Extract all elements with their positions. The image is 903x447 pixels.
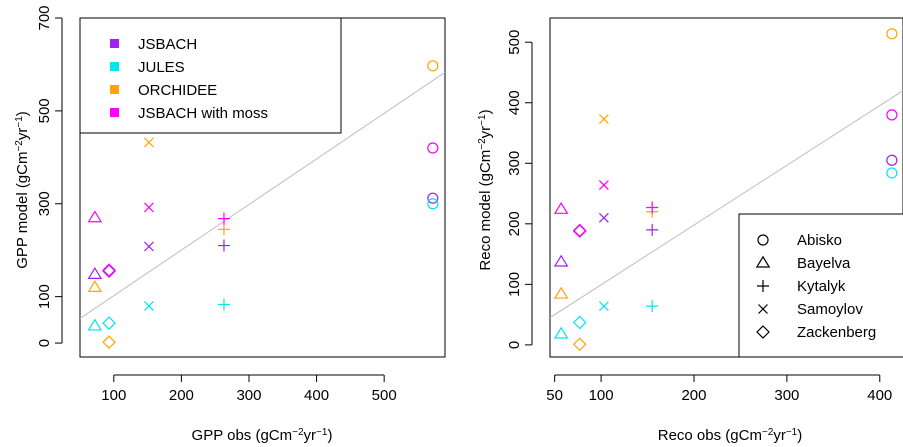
reco-y-tick-label: 400: [506, 90, 523, 115]
reco-point-bayelva: [553, 326, 569, 339]
reco-legend-label: Abisko: [797, 232, 842, 249]
reco-x-tick-label: 400: [867, 387, 892, 404]
reco-y-tick-label: 500: [506, 30, 523, 55]
reco-point-abisko: [886, 154, 898, 166]
gpp-legend-swatch: [110, 39, 119, 48]
gpp-y-tick-label: 500: [36, 98, 53, 123]
reco-point-samoylov: [598, 301, 609, 312]
gpp-legend-swatch: [110, 85, 119, 94]
gpp-y-tick-label: 700: [36, 5, 53, 30]
gpp-point-samoylov: [144, 137, 154, 148]
reco-legend-marker-abisko: [757, 234, 769, 246]
gpp-legend-swatch: [110, 62, 119, 71]
reco-point-abisko: [886, 28, 898, 40]
gpp-y-tick-label: 300: [36, 191, 53, 216]
gpp-point-bayelva: [87, 266, 103, 279]
gpp-legend-box: [79, 17, 342, 134]
gpp-point-samoylov: [144, 202, 154, 213]
gpp-legend-label: JULES: [138, 59, 185, 76]
gpp-point-samoylov: [144, 300, 154, 311]
reco-point-kytalyk: [646, 201, 659, 214]
gpp-fit-line: [80, 71, 445, 319]
reco-legend-label: Samoylov: [797, 301, 863, 318]
gpp-x-tick-label: 100: [101, 387, 126, 404]
gpp-point-bayelva: [87, 318, 103, 331]
reco-fit-line: [550, 90, 903, 319]
gpp-point-bayelva: [87, 210, 103, 223]
reco-legend-label: Zackenberg: [797, 324, 876, 341]
reco-y-tick-label: 100: [506, 272, 523, 297]
reco-point-zackenberg: [572, 315, 587, 330]
gpp-point-abisko: [427, 142, 439, 154]
reco-legend-label: Kytalyk: [797, 278, 846, 295]
reco-point-samoylov: [598, 114, 609, 125]
reco-legend-marker-zackenberg: [756, 325, 770, 339]
reco-x-tick-label: 50: [546, 387, 563, 404]
reco-x-tick-label: 200: [681, 387, 706, 404]
reco-x-axis-label: Reco obs (gCm−2yr−1): [658, 427, 803, 445]
gpp-point-abisko: [427, 198, 439, 210]
reco-y-tick-label: 0: [506, 341, 523, 349]
reco-legend-label: Bayelva: [797, 255, 851, 272]
gpp-points: [87, 60, 439, 349]
gpp-x-tick-label: 500: [372, 387, 397, 404]
reco-legend-marker-bayelva: [755, 255, 771, 268]
reco-x-tick-label: 100: [589, 387, 614, 404]
gpp-legend-label: JSBACH: [138, 36, 197, 53]
gpp-point-zackenberg: [102, 264, 116, 278]
reco-point-kytalyk: [646, 223, 659, 236]
gpp-point-samoylov: [144, 241, 154, 252]
reco-point-zackenberg: [572, 224, 587, 238]
reco-y-tick-label: 200: [506, 211, 523, 236]
gpp-y-tick-label: 100: [36, 284, 53, 309]
gpp-y-tick-label: 0: [36, 339, 53, 347]
reco-point-abisko: [886, 109, 898, 121]
reco-y-tick-label: 300: [506, 151, 523, 176]
reco-point-samoylov: [598, 180, 609, 191]
gpp-x-axis-label: GPP obs (gCm−2yr−1): [192, 427, 333, 445]
gpp-point-kytalyk: [217, 239, 230, 252]
gpp-x-tick-label: 300: [236, 387, 261, 404]
reco-point-zackenberg: [572, 337, 587, 352]
gpp-point-abisko: [427, 60, 439, 72]
reco-legend-marker-kytalyk: [757, 280, 769, 292]
gpp-point-zackenberg: [102, 335, 116, 349]
gpp-legend-swatch: [110, 108, 119, 117]
gpp-point-kytalyk: [217, 298, 230, 311]
reco-point-bayelva: [553, 254, 569, 267]
reco-point-samoylov: [598, 212, 609, 223]
reco-point-bayelva: [553, 201, 569, 214]
gpp-legend-label: JSBACH with moss: [138, 105, 268, 122]
gpp-point-zackenberg: [102, 263, 116, 278]
gpp-point-abisko: [427, 192, 439, 204]
gpp-legend-label: ORCHIDEE: [138, 82, 217, 99]
reco-legend-marker-samoylov: [758, 304, 768, 314]
reco-panel: Reco obs (gCm−2yr−1) Reco model (gCm−2yr…: [477, 17, 903, 445]
reco-x-tick-label: 300: [774, 387, 799, 404]
gpp-point-kytalyk: [217, 212, 230, 225]
reco-point-kytalyk: [646, 300, 659, 313]
gpp-x-tick-label: 400: [304, 387, 329, 404]
gpp-point-bayelva: [87, 279, 103, 292]
reco-point-zackenberg: [572, 223, 587, 238]
reco-plot-frame: [549, 17, 903, 358]
reco-points: [553, 28, 898, 352]
gpp-point-kytalyk: [217, 223, 230, 236]
gpp-panel: GPP obs (gCm−2yr−1) GPP model (gCm−2yr−1…: [14, 5, 446, 444]
gpp-point-zackenberg: [102, 316, 116, 330]
reco-point-bayelva: [553, 286, 569, 299]
gpp-x-tick-label: 200: [169, 387, 194, 404]
reco-y-axis-label: Reco model (gCm−2yr−1): [477, 109, 495, 270]
reco-point-abisko: [886, 167, 898, 179]
gpp-y-axis-label: GPP model (gCm−2yr−1): [14, 111, 32, 269]
